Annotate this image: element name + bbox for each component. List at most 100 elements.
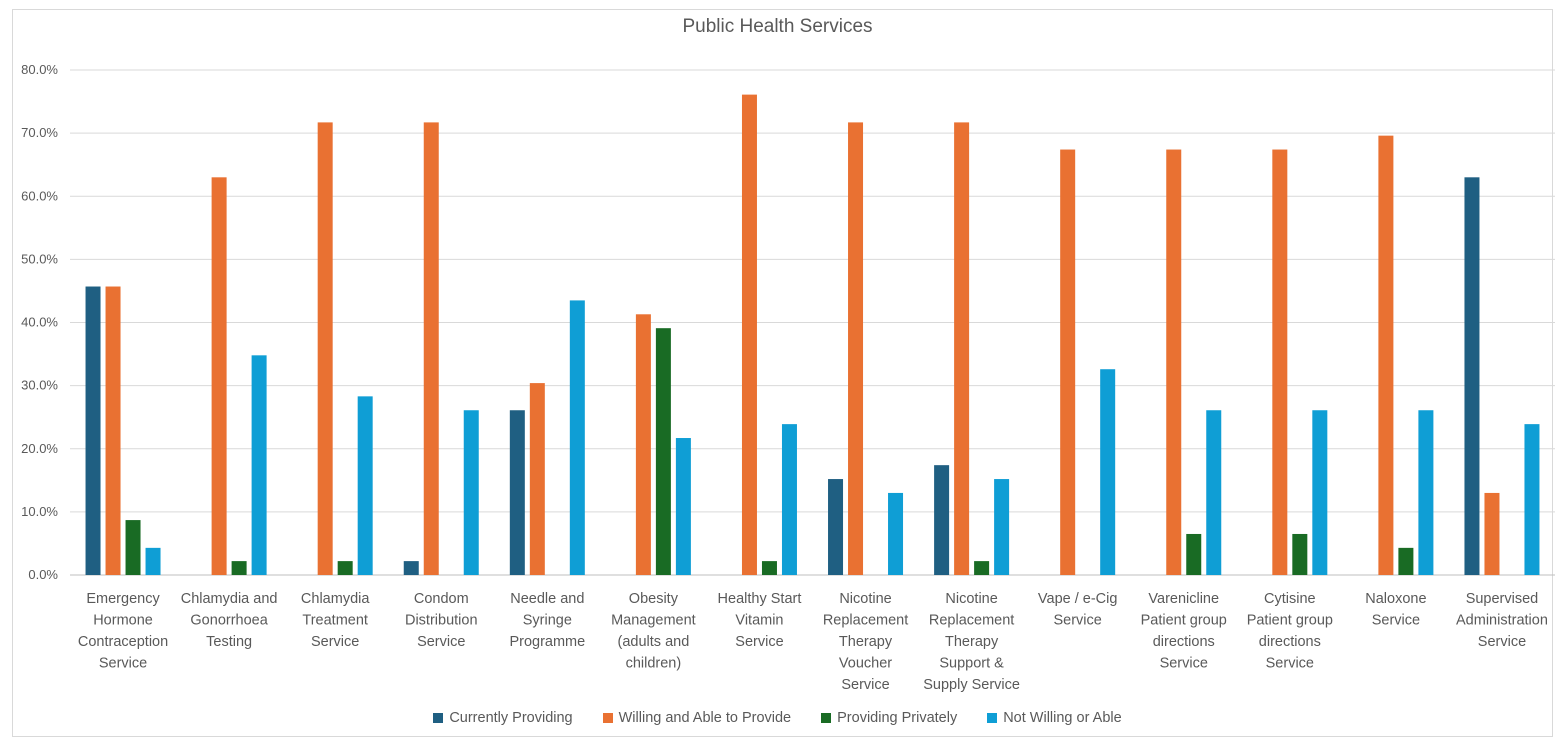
y-tick-label: 10.0% [21, 504, 58, 519]
bar [888, 492, 904, 575]
x-tick-label: Programme [509, 634, 585, 650]
bar [1524, 424, 1540, 575]
x-tick-label: Support & [939, 656, 1004, 672]
x-tick-label: Vape / e-Cig [1038, 591, 1118, 607]
x-tick-label: Service [311, 634, 359, 650]
x-tick-label: Testing [206, 634, 252, 650]
bar [125, 520, 141, 575]
x-tick-label: Therapy [839, 634, 893, 650]
chart-area [12, 9, 1553, 737]
bar [1398, 547, 1414, 575]
x-tick-label: Chlamydia and [181, 591, 278, 607]
x-tick-label: Service [417, 634, 465, 650]
y-tick-label: 40.0% [21, 315, 58, 330]
x-tick-label: Replacement [823, 613, 908, 629]
legend-item-currently-providing: Currently Providing [433, 710, 573, 726]
x-tick-label: Administration [1456, 613, 1548, 629]
x-tick-label: Supervised [1466, 591, 1539, 607]
x-tick-label: Naloxone [1365, 591, 1426, 607]
bar [1060, 149, 1076, 575]
x-tick-label: Nicotine [839, 591, 891, 607]
bar [569, 300, 585, 575]
bar [741, 94, 757, 576]
legend: Currently Providing Willing and Able to … [0, 710, 1555, 726]
x-tick-label: Service [1372, 613, 1420, 629]
bar [423, 122, 439, 576]
bar [1464, 177, 1480, 575]
x-tick-label: Chlamydia [301, 591, 370, 607]
bar [231, 561, 247, 575]
x-tick-label: Emergency [86, 591, 160, 607]
x-tick-label: Gonorrhoea [190, 613, 268, 629]
x-tick-label: Voucher [839, 656, 892, 672]
bar [954, 122, 970, 576]
legend-item-willing-and-able: Willing and Able to Provide [602, 710, 792, 726]
bar [85, 286, 101, 575]
x-tick-label: Hormone [93, 613, 153, 629]
x-tick-label: Service [841, 677, 889, 693]
x-tick-label: Replacement [929, 613, 1014, 629]
y-tick-label: 0.0% [28, 567, 58, 582]
bar [1100, 369, 1116, 575]
x-tick-label: Service [99, 656, 147, 672]
x-tick-label: Vitamin [735, 613, 783, 629]
legend-swatch [602, 713, 613, 723]
bar [1418, 410, 1434, 575]
x-tick-label: (adults and [618, 634, 690, 650]
legend-label: Currently Providing [449, 710, 573, 726]
bar [635, 314, 651, 575]
y-tick-label: 30.0% [21, 378, 58, 393]
bar [105, 286, 121, 575]
bar [1186, 533, 1202, 575]
x-tick-label: directions [1153, 634, 1215, 650]
bar [357, 396, 373, 575]
bar [337, 561, 353, 575]
legend-item-not-willing: Not Willing or Able [987, 710, 1122, 726]
bar [145, 547, 161, 575]
bar [529, 383, 545, 575]
x-tick-label: Patient group [1141, 613, 1227, 629]
bar [317, 122, 333, 576]
bar [781, 424, 797, 575]
bar [1292, 533, 1308, 575]
bar [1312, 410, 1328, 575]
y-tick-label: 80.0% [21, 62, 58, 77]
bar [463, 410, 479, 575]
legend-swatch [821, 713, 832, 723]
bar [675, 438, 691, 575]
x-tick-label: Cytisine [1264, 591, 1316, 607]
x-tick-label: Service [1053, 613, 1101, 629]
y-tick-label: 60.0% [21, 188, 58, 203]
x-tick-label: children) [626, 656, 682, 672]
x-tick-label: Syringe [523, 613, 572, 629]
x-tick-label: Service [1266, 656, 1314, 672]
x-tick-label: directions [1259, 634, 1321, 650]
x-tick-label: Distribution [405, 613, 478, 629]
legend-swatch [987, 713, 998, 723]
x-tick-label: Service [1478, 634, 1526, 650]
bar [761, 561, 777, 575]
x-tick-label: Nicotine [945, 591, 997, 607]
x-tick-label: Obesity [629, 591, 679, 607]
bar [251, 355, 267, 575]
bar [655, 328, 671, 575]
bar [994, 479, 1010, 575]
y-tick-label: 20.0% [21, 441, 58, 456]
x-tick-label: Supply Service [923, 677, 1020, 693]
bar [848, 122, 864, 576]
legend-label: Not Willing or Able [1003, 710, 1122, 726]
x-tick-label: Varenicline [1148, 591, 1219, 607]
legend-label: Willing and Able to Provide [618, 710, 792, 726]
legend-item-providing-privately: Providing Privately [821, 710, 957, 726]
x-tick-label: Service [735, 634, 783, 650]
x-tick-label: Healthy Start [718, 591, 802, 607]
legend-label: Providing Privately [837, 710, 958, 726]
bar [1484, 492, 1500, 575]
bar [934, 465, 950, 575]
x-tick-label: Patient group [1247, 613, 1333, 629]
x-tick-label: Contraception [78, 634, 168, 650]
x-tick-label: Condom [414, 591, 469, 607]
bar [828, 479, 844, 575]
x-tick-label: Needle and [510, 591, 584, 607]
